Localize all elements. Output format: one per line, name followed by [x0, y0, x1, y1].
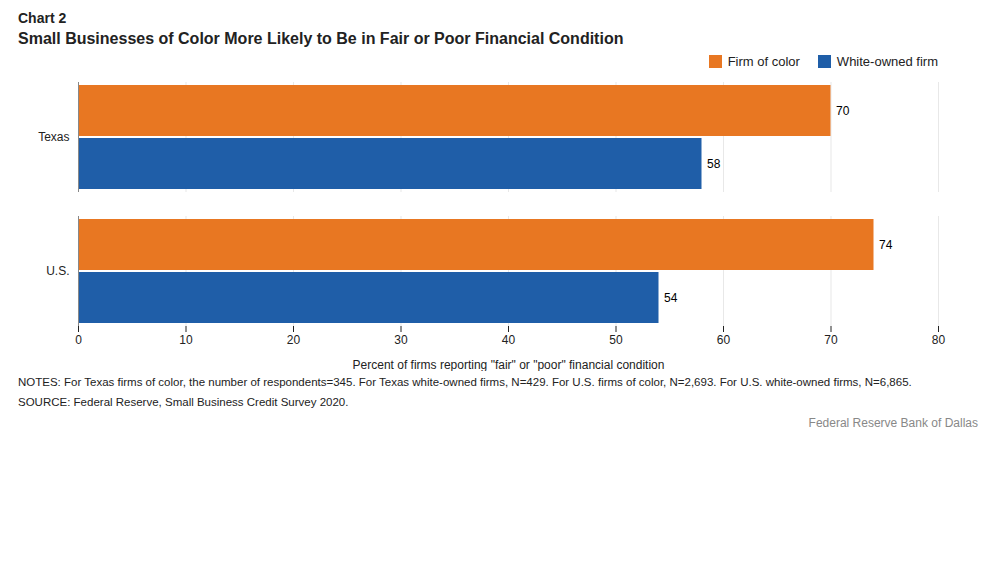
svg-text:70: 70 [824, 333, 838, 347]
svg-text:74: 74 [879, 238, 893, 252]
svg-text:40: 40 [502, 333, 516, 347]
svg-text:80: 80 [932, 333, 946, 347]
svg-text:30: 30 [394, 333, 408, 347]
html-text:NOTES: For Texas firms of colo: NOTES: For Texas firms of color, the num… [18, 376, 912, 388]
html-text:Federal Reserve Bank of Dallas: Federal Reserve Bank of Dallas [808, 416, 978, 430]
svg-text:70: 70 [836, 104, 850, 118]
html-text:White-owned firm: White-owned firm [836, 54, 938, 69]
html-text:SOURCE: Federal Reserve, Small: SOURCE: Federal Reserve, Small Business … [18, 395, 349, 408]
svg-text:60: 60 [717, 333, 731, 347]
svg-text:10: 10 [179, 333, 193, 347]
svg-text:54: 54 [664, 291, 678, 305]
svg-text:0: 0 [75, 333, 82, 347]
svg-text:20: 20 [287, 333, 301, 347]
html-text:Chart 2: Chart 2 [18, 10, 67, 26]
svg-text:50: 50 [609, 333, 623, 347]
svg-text:Percent of firms reporting "fa: Percent of firms reporting "fair" or "po… [353, 358, 665, 372]
svg-text:Texas: Texas [38, 130, 69, 144]
html-text:Small Businesses of Color More: Small Businesses of Color More Likely to… [18, 30, 624, 47]
html-text:Firm of color: Firm of color [727, 54, 800, 69]
svg-text:U.S.: U.S. [46, 264, 69, 278]
svg-text:58: 58 [707, 157, 721, 171]
